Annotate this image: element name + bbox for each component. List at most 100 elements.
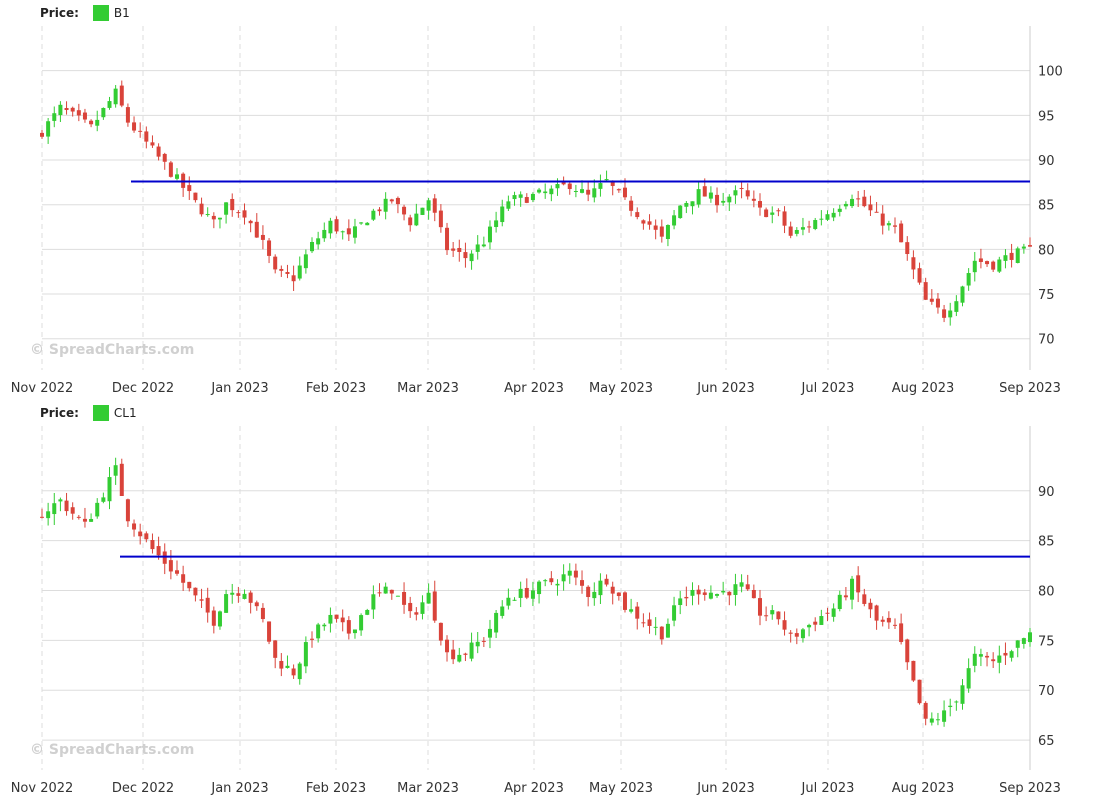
candle-body (868, 204, 873, 211)
candle-body (224, 202, 229, 215)
candle-body (316, 624, 321, 639)
candle-body (101, 497, 106, 502)
candle-body (144, 533, 149, 540)
candle-body (359, 222, 364, 224)
y-tick-label: 70 (1038, 684, 1055, 699)
candle-body (813, 621, 818, 625)
candle-body (1021, 638, 1026, 644)
candle-body (917, 679, 922, 704)
candle-body (432, 198, 437, 213)
candle-body (426, 200, 431, 211)
candle-body (346, 228, 351, 235)
candle-body (592, 188, 597, 198)
candle-body (328, 614, 333, 624)
candle-body (831, 212, 836, 218)
candle-body (95, 119, 100, 126)
candle-body (672, 215, 677, 226)
x-tick-label: Jul 2023 (801, 381, 855, 396)
candle-body (751, 589, 756, 599)
candle-body (702, 186, 707, 197)
candle-body (800, 227, 805, 230)
x-tick-label: Dec 2022 (112, 381, 174, 396)
candle-body (978, 654, 983, 657)
candle-body (168, 162, 173, 177)
price-label: Price: (40, 6, 79, 20)
candle-body (70, 507, 75, 514)
candle-body (537, 581, 542, 595)
candle-body (856, 198, 861, 200)
candle-body (328, 220, 333, 234)
candle-body (58, 104, 63, 116)
candle-body (843, 203, 848, 207)
candle-body (616, 592, 621, 597)
candle-body (236, 593, 241, 596)
candle-body (322, 624, 327, 627)
candle-body (598, 183, 603, 189)
candle-body (101, 107, 106, 118)
candle-body (530, 193, 535, 201)
candle-body (95, 502, 100, 517)
candle-body (592, 591, 597, 599)
candle-body (70, 107, 75, 112)
candle-body (316, 238, 321, 245)
candle-body (782, 620, 787, 630)
candle-body (856, 575, 861, 593)
candle-body (530, 590, 535, 599)
candle-body (267, 621, 272, 642)
candle-body (46, 121, 51, 137)
panel-2-header: Price: CL1 (40, 404, 137, 422)
candle-body (972, 653, 977, 666)
candle-body (383, 586, 388, 594)
candle-body (954, 301, 959, 312)
candle-body (445, 227, 450, 251)
candle-body (604, 578, 609, 585)
x-tick-label: May 2023 (589, 381, 653, 396)
candle-body (1003, 255, 1008, 261)
candle-body (76, 516, 81, 518)
candle-body (285, 665, 290, 668)
candle-body (402, 591, 407, 605)
candle-body (260, 234, 265, 240)
candle-body (635, 212, 640, 218)
candle-body (721, 200, 726, 203)
y-tick-label: 65 (1038, 734, 1055, 749)
candle-body (622, 592, 627, 610)
candle-body (175, 570, 180, 574)
candle-body (230, 592, 235, 595)
candle-body (966, 273, 971, 286)
candle-body (580, 580, 585, 586)
candle-body (273, 640, 278, 658)
candle-body (549, 578, 554, 583)
candle-body (739, 187, 744, 189)
candle-body (242, 593, 247, 599)
candle-body (948, 310, 953, 318)
candle-body (843, 595, 848, 598)
candle-body (678, 598, 683, 606)
candle-body (665, 623, 670, 638)
candle-body (82, 518, 87, 522)
candle-body (807, 624, 812, 628)
candle-body (690, 589, 695, 596)
candle-body (242, 210, 247, 218)
candle-body (285, 272, 290, 274)
y-tick-label: 75 (1038, 634, 1055, 649)
candle-body (1009, 252, 1014, 260)
candle-body (273, 256, 278, 270)
candle-body (960, 685, 965, 704)
candle-body (886, 223, 891, 226)
candle-body (892, 225, 897, 227)
candle-body (1003, 652, 1008, 656)
candle-body (481, 244, 486, 247)
candle-body (647, 619, 652, 626)
x-tick-label: Sep 2023 (999, 381, 1061, 396)
y-tick-label: 90 (1038, 485, 1055, 500)
candle-body (119, 85, 124, 106)
candle-body (494, 612, 499, 633)
candle-body (868, 602, 873, 610)
candle-body (573, 570, 578, 578)
candle-body (561, 182, 566, 185)
candle-body (929, 298, 934, 302)
candle-body (475, 641, 480, 647)
candle-body (132, 122, 137, 131)
candle-body (168, 560, 173, 572)
